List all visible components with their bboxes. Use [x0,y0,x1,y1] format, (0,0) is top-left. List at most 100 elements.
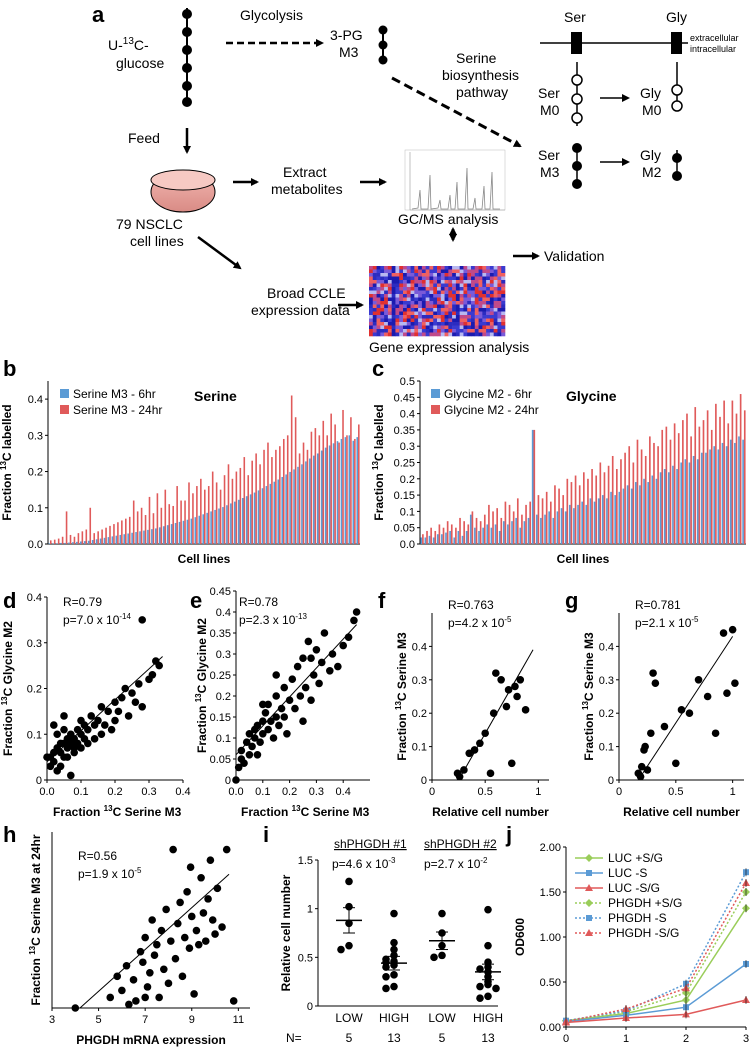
heatmap-cell [384,273,389,277]
bar-glycine-m2---24hr [426,530,428,544]
heatmap-cell [493,297,498,302]
bar-glycine-m2---6hr [659,472,662,544]
heatmap-cell [387,269,392,274]
heatmap-cell [391,304,396,309]
data-point [70,748,78,757]
heatmap-cell [425,325,430,330]
bar-glycine-m2---6hr [540,517,542,544]
heatmap-cell [395,318,400,323]
legend-entry: PHGDH -S [608,911,667,925]
heatmap-cell [440,269,445,274]
heatmap-cell [448,294,453,298]
data-point [129,976,138,984]
gcms-chromatogram [404,149,506,211]
heatmap-cell [421,318,426,323]
heatmap-cell [467,287,472,291]
data-point [511,682,519,691]
bar-serine-m3---24hr [326,435,329,544]
data-point [264,725,272,734]
bar-serine-m3---6hr [103,537,106,544]
heatmap-cell [384,308,389,312]
heatmap-cell [471,318,476,323]
glucose-label: U-13C- [108,36,149,53]
data-point [139,958,147,967]
heatmap-cell [433,276,438,281]
y-tick-label: 0.1 [28,503,43,515]
bar-serine-m3---6hr [293,469,295,544]
bar-glycine-m2---24hr [706,410,709,544]
data-point [703,692,712,701]
heatmap-cell [444,308,449,312]
data-point [97,703,106,711]
heatmap-cell [429,332,434,337]
heatmap-cell [391,266,396,270]
heatmap-cell [425,301,430,305]
bar-glycine-m2---6hr [515,517,517,544]
bar-serine-m3---6hr [249,494,252,544]
heatmap-cell [501,329,506,333]
bar-glycine-m2---6hr [717,449,720,544]
bar-serine-m3---24hr [200,478,202,544]
heatmap-cell [478,329,483,333]
heatmap-cell [463,332,468,337]
heatmap-cell [448,308,453,312]
data-point [259,717,267,725]
bar-serine-m3---24hr [259,464,261,544]
heatmap-cell [474,318,479,323]
heatmap-cell [425,329,430,333]
heatmap-cell [474,269,479,274]
bar-glycine-m2---6hr [573,508,575,544]
bar-serine-m3---6hr [190,518,193,544]
heatmap-cell [452,297,457,302]
heatmap-cell [387,329,392,333]
bar-glycine-m2---24hr [731,400,734,544]
heatmap-cell [459,297,464,302]
data-point [438,951,446,960]
bar-serine-m3---24hr [105,527,107,544]
data-point [476,739,484,748]
heatmap-cell [437,315,442,319]
bar-glycine-m2---24hr [578,485,581,544]
panel-label-g: g [565,588,578,613]
data-point [121,684,129,693]
bar-serine-m3---24hr [188,482,190,544]
extract-label-2: metabolites [271,181,343,197]
heatmap-cell [403,315,408,319]
heatmap-cell [376,280,381,284]
data-point [111,716,119,725]
bar-serine-m3---6hr [48,543,50,544]
heatmap-cell [486,322,491,326]
heatmap-cell [493,266,498,270]
heatmap-cell [395,290,400,295]
data-point [492,984,500,993]
heatmap-cell [387,318,392,323]
heatmap-cell [452,311,457,316]
heatmap-cell [369,297,374,302]
heatmap-cell [384,301,389,305]
heatmap-cell [452,266,457,270]
heatmap-cell [489,294,494,298]
heatmap-cell [425,318,430,323]
category-label: HIGH [379,1011,409,1025]
data-point [685,709,694,717]
y-tick-label: 0.35 [394,425,415,437]
heatmap-cell [372,322,377,326]
y-axis-label: Fraction 13C Serine M3 [581,632,596,761]
heatmap-cell [501,294,506,298]
data-point [218,923,226,931]
x-axis-label: Fraction 13C Serine M3 [53,804,182,819]
heatmap-cell [410,301,415,305]
legend-swatch [60,389,69,398]
heatmap-cell [380,315,385,319]
bar-serine-m3---24hr [109,525,111,544]
heatmap-cell [406,325,411,330]
heatmap-cell [444,332,449,337]
data-point [390,938,398,947]
bar-serine-m3---24hr [211,471,214,544]
ccle-label-2: expression data [251,302,350,318]
heatmap-cell [467,269,472,274]
heatmap-cell [482,329,487,333]
heatmap-cell [444,325,449,330]
heatmap-cell [478,273,483,277]
